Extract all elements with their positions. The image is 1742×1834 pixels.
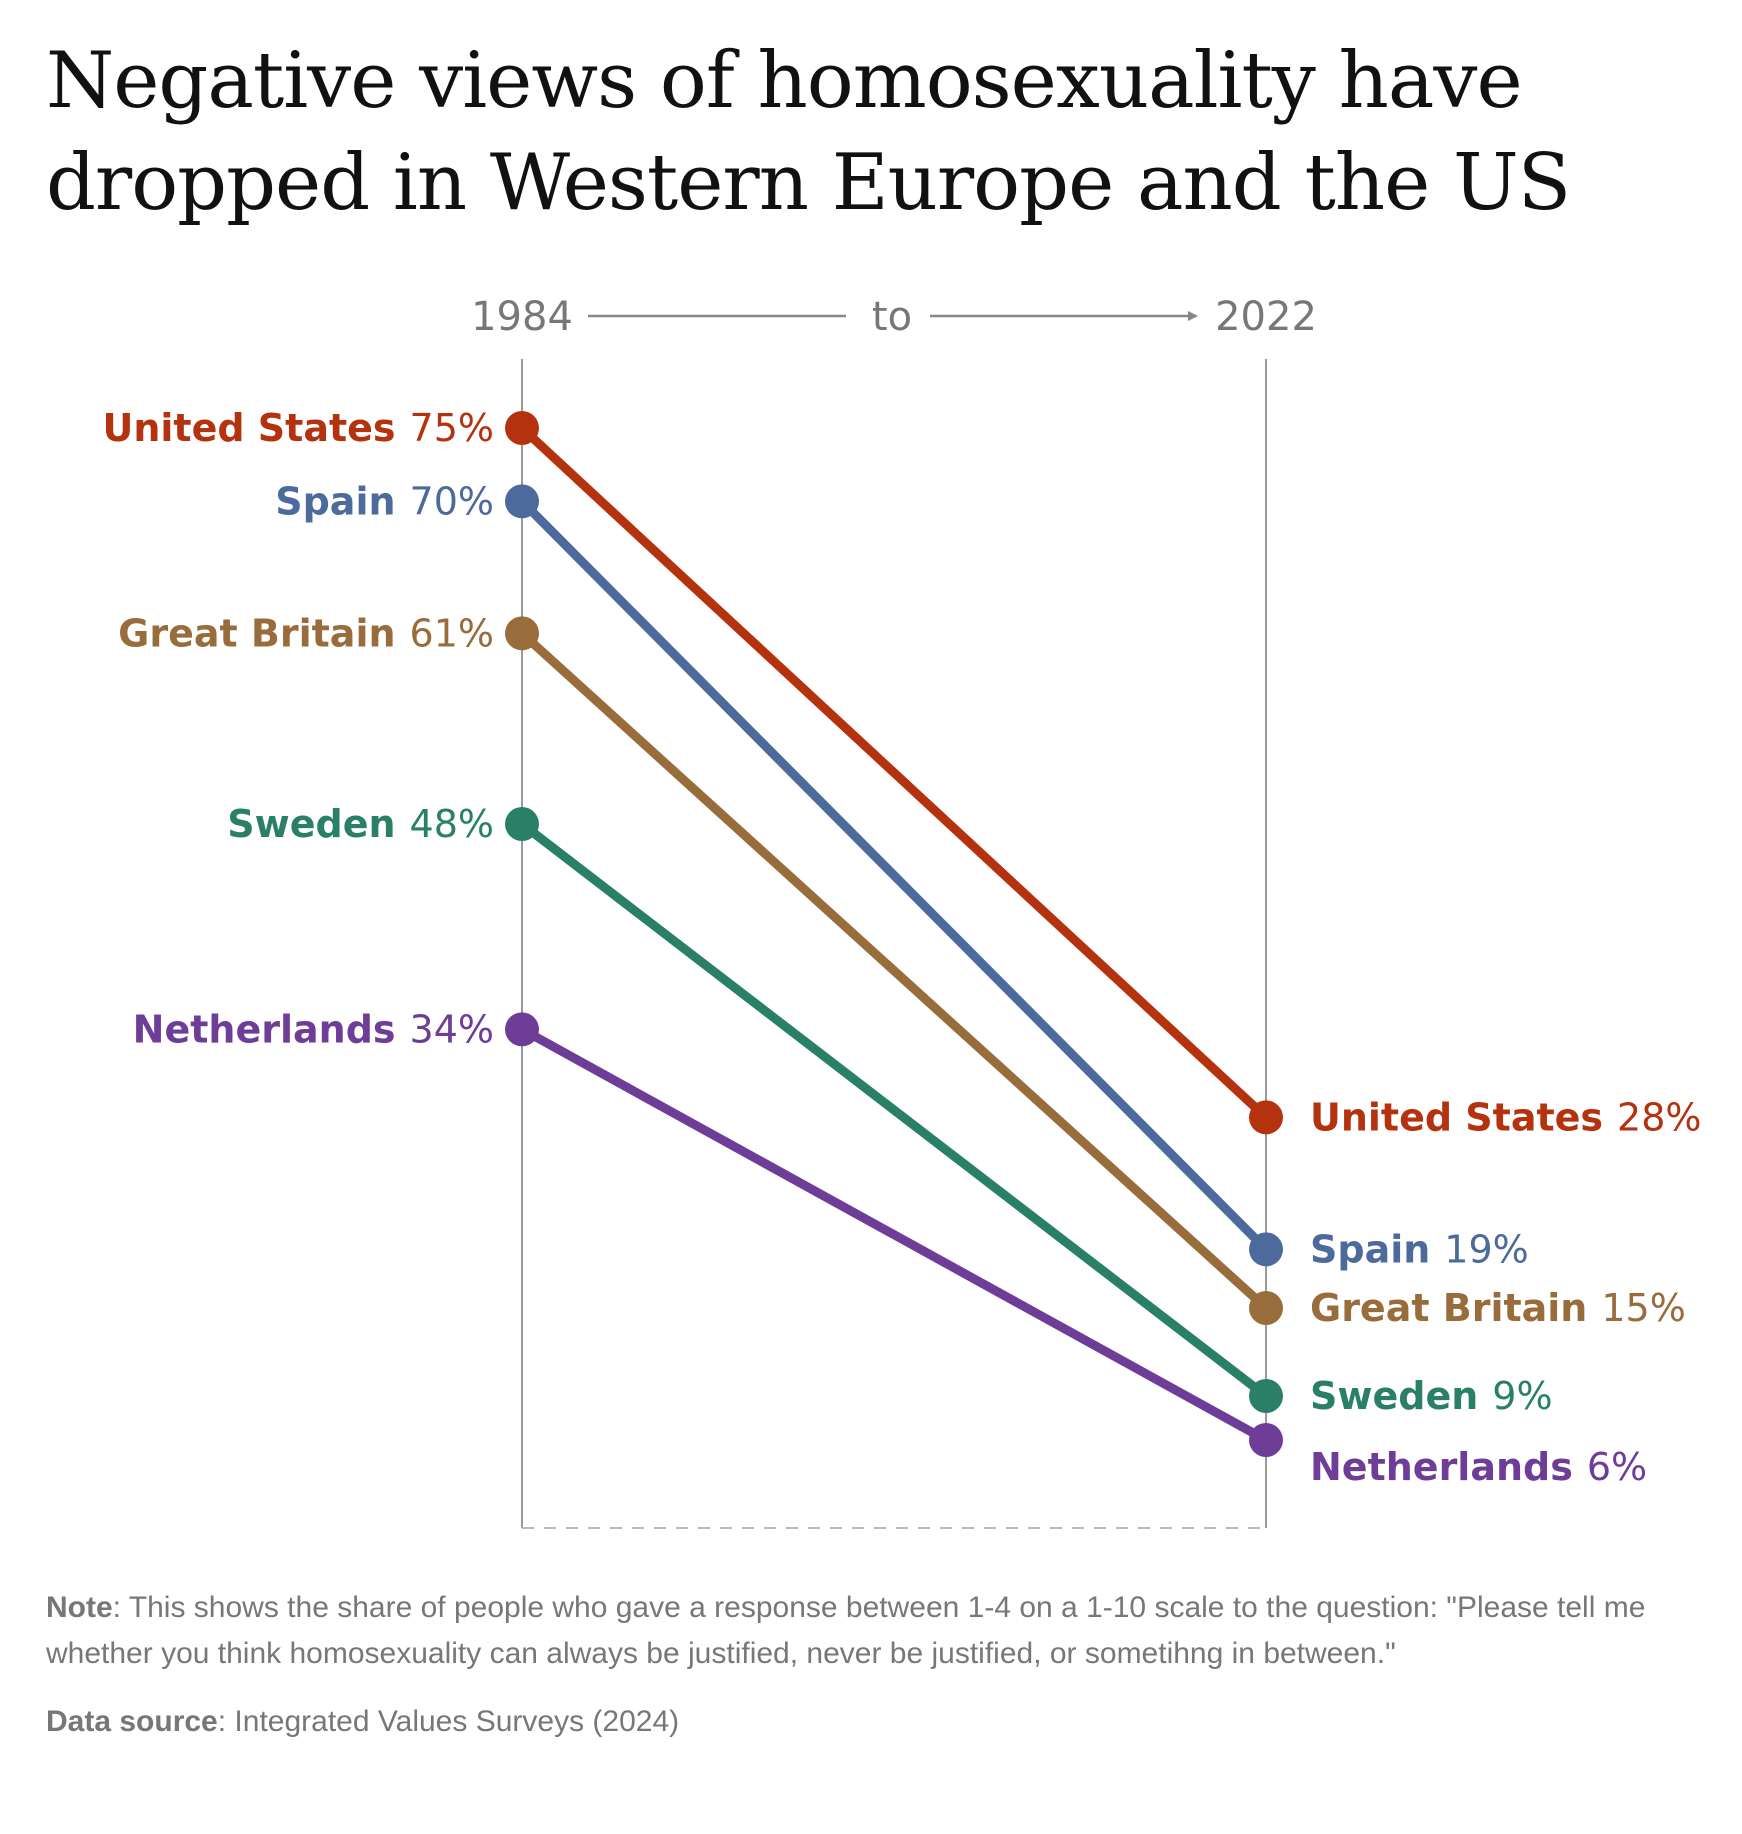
value-label-start-united-states: 75%	[410, 406, 494, 450]
series-name-end-sweden: Sweden	[1310, 1374, 1478, 1418]
point-start-sweden	[505, 807, 539, 841]
x-tick-label-end: 2022	[1215, 294, 1317, 340]
series-line-united-states	[517, 423, 1271, 1122]
label-end-sweden: Sweden 9%	[1310, 1374, 1553, 1418]
value-label-end-netherlands: 6%	[1587, 1445, 1647, 1489]
series-name-start-united-states: United States	[102, 406, 395, 450]
point-start-great-britain	[505, 616, 539, 651]
label-start-great-britain: Great Britain 61%	[118, 611, 494, 655]
series-name-start-sweden: Sweden	[227, 802, 395, 846]
title-line-1: Negative views of homosexuality have	[46, 36, 1523, 126]
label-end-great-britain: Great Britain 15%	[1310, 1286, 1686, 1330]
label-end-spain: Spain 19%	[1310, 1227, 1529, 1271]
label-start-netherlands: Netherlands 34%	[133, 1007, 494, 1051]
note-line: Note: This shows the share of people who…	[46, 1585, 1686, 1677]
source-line: Data source: Integrated Values Surveys (…	[46, 1699, 1686, 1745]
chart-title: Negative views of homosexuality have dro…	[46, 30, 1696, 234]
value-label-start-sweden: 48%	[410, 802, 494, 846]
value-label-end-united-states: 28%	[1617, 1095, 1701, 1139]
labels-group: United States 75% United States 28% Spain 70%…	[102, 406, 1701, 1489]
point-end-great-britain	[1249, 1291, 1283, 1325]
point-start-united-states	[505, 411, 539, 445]
label-end-netherlands: Netherlands 6%	[1310, 1445, 1647, 1489]
series-line-spain	[517, 496, 1271, 1254]
point-start-netherlands	[505, 1012, 539, 1047]
series-name-end-spain: Spain	[1310, 1227, 1430, 1271]
x-tick-label-start: 1984	[471, 294, 573, 340]
value-label-end-great-britain: 15%	[1601, 1286, 1685, 1330]
series-name-start-spain: Spain	[275, 479, 395, 523]
connector-label: to	[872, 294, 912, 340]
note-text: : This shows the share of people who gav…	[46, 1591, 1646, 1670]
source-label: Data source	[46, 1705, 218, 1738]
axes-group: 1984 2022 to	[471, 294, 1317, 1529]
label-start-spain: Spain 70%	[275, 479, 494, 523]
source-text: : Integrated Values Surveys (2024)	[217, 1705, 680, 1738]
value-label-start-netherlands: 34%	[410, 1007, 494, 1051]
series-name-end-great-britain: Great Britain	[1310, 1286, 1587, 1330]
series-line-netherlands	[517, 1024, 1271, 1445]
series-line-great-britain	[517, 628, 1271, 1313]
point-end-united-states	[1249, 1100, 1283, 1135]
series-lines-group	[505, 411, 1283, 1457]
point-end-netherlands	[1249, 1423, 1283, 1457]
label-end-united-states: United States 28%	[1310, 1095, 1702, 1139]
value-label-end-spain: 19%	[1444, 1227, 1528, 1271]
label-start-united-states: United States 75%	[102, 406, 494, 450]
series-name-start-netherlands: Netherlands	[133, 1007, 396, 1051]
title-line-2: dropped in Western Europe and the US	[46, 138, 1571, 228]
note-label: Note	[46, 1591, 113, 1624]
label-start-sweden: Sweden 48%	[227, 802, 494, 846]
value-label-end-sweden: 9%	[1492, 1374, 1552, 1418]
value-label-start-great-britain: 61%	[410, 611, 494, 655]
series-line-sweden	[517, 819, 1271, 1401]
value-label-start-spain: 70%	[410, 479, 494, 523]
series-name-start-great-britain: Great Britain	[118, 611, 395, 655]
series-name-end-netherlands: Netherlands	[1310, 1445, 1573, 1489]
point-start-spain	[505, 484, 539, 519]
point-end-sweden	[1249, 1379, 1283, 1413]
chart-footer: Note: This shows the share of people who…	[46, 1585, 1686, 1745]
series-name-end-united-states: United States	[1310, 1095, 1603, 1139]
point-end-spain	[1249, 1232, 1283, 1267]
